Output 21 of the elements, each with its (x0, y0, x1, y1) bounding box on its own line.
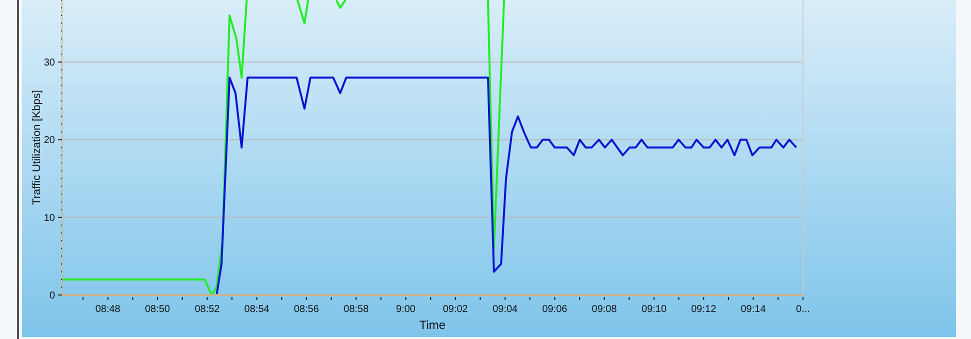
x-tick-label: 9:00 (396, 304, 416, 315)
x-tick-label: 08:58 (344, 304, 370, 315)
x-tick-label: 09:04 (492, 304, 518, 315)
y-tick-label: 10 (44, 212, 56, 224)
x-tick-label: 08:50 (144, 304, 170, 315)
x-tick-label: 09:06 (542, 304, 568, 315)
y-tick-label: 30 (44, 58, 56, 69)
x-tick-label: 09:10 (642, 304, 668, 315)
y-axis-title: Traffic Utilization [Kbps] (31, 90, 43, 205)
x-tick-label: 08:52 (194, 304, 220, 315)
x-axis-title: Time (419, 318, 446, 332)
x-tick-label: 09:12 (691, 304, 717, 315)
x-tick-label: 09:02 (442, 304, 468, 315)
y-tick-label: 0 (49, 290, 56, 302)
x-tick-label: 08:54 (244, 304, 270, 315)
x-tick-label: 08:56 (294, 304, 320, 315)
x-tick-label: 09:14 (740, 304, 766, 315)
x-tick-label: 0... (796, 304, 810, 315)
x-tick-label: 08:48 (95, 304, 121, 315)
y-tick-label: 20 (44, 135, 56, 146)
x-tick-label: 09:08 (592, 304, 618, 315)
